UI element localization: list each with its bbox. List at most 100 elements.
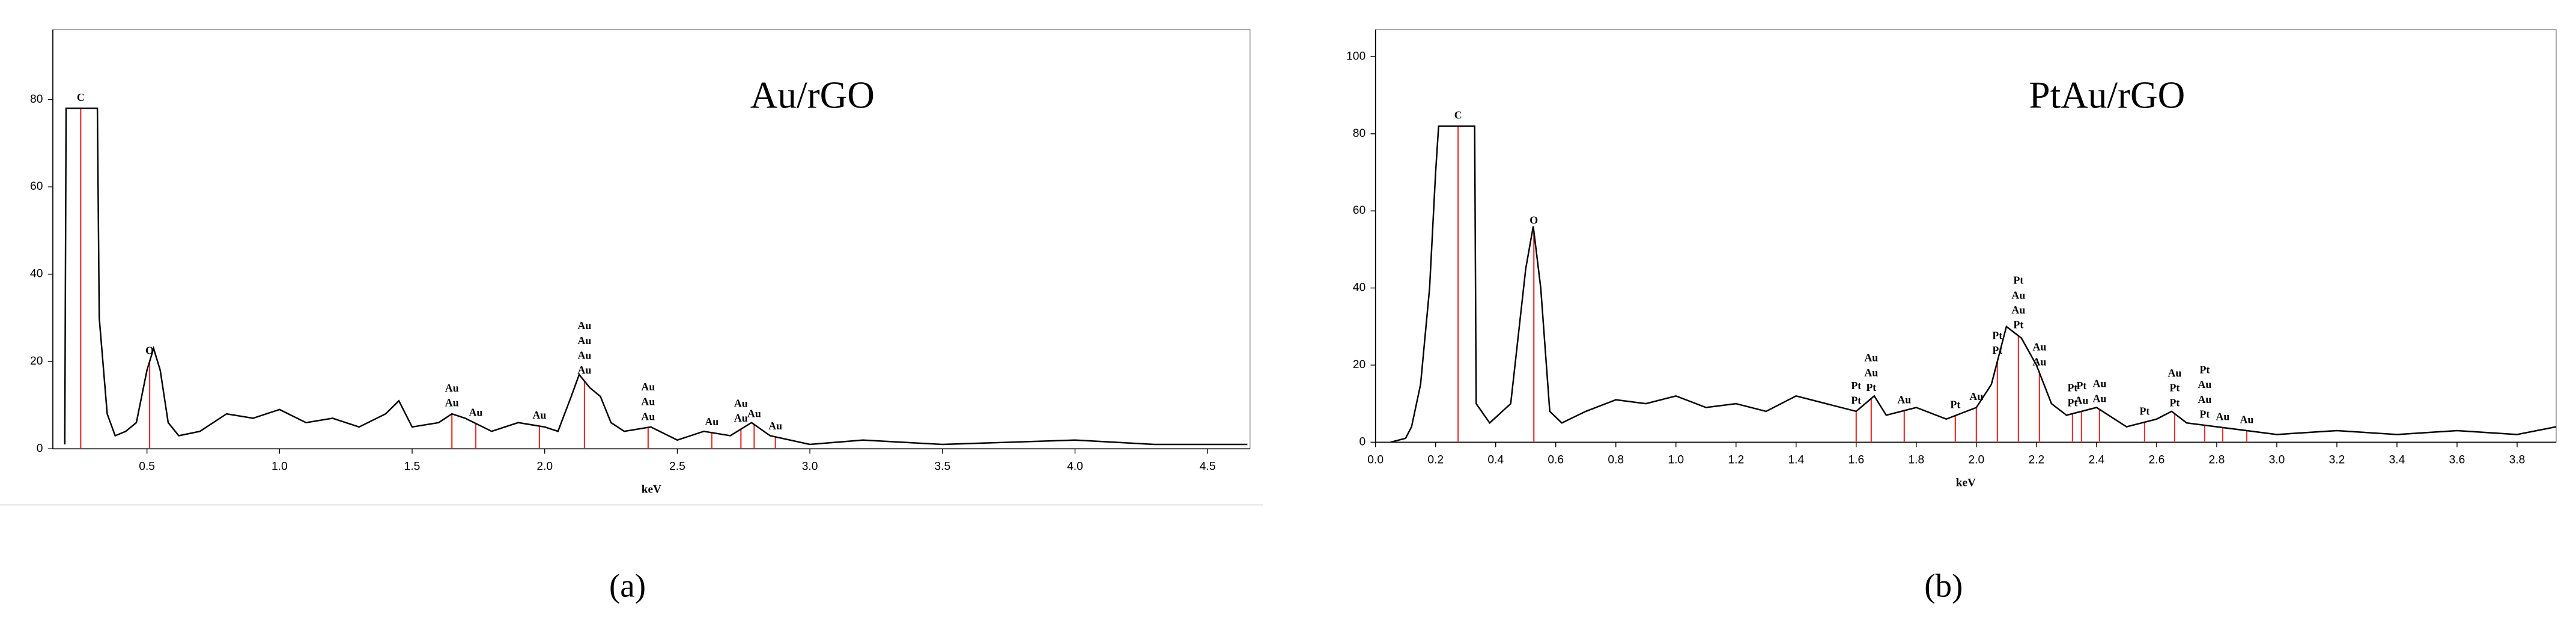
y-tick-label: 80 (1353, 127, 1365, 140)
peak-label: Au (445, 397, 459, 409)
peak-label: Pt (2013, 319, 2023, 331)
x-tick-label: 2.8 (2209, 454, 2225, 467)
peak-label: Au (532, 409, 546, 421)
peak-label: Pt (2169, 382, 2180, 394)
peak-label: Pt (2169, 396, 2180, 408)
x-tick-label: 0.8 (1608, 454, 1624, 467)
peak-label: Au (2011, 304, 2025, 316)
peak-label: Au (445, 382, 459, 394)
peak-label: C (1454, 109, 1462, 121)
x-tick-label: 3.2 (2329, 454, 2345, 467)
peak-label: Pt (1851, 380, 1861, 392)
y-tick-label: 0 (1359, 435, 1365, 448)
peak-label: Au (1897, 393, 1911, 405)
x-tick-label: 2.5 (669, 461, 685, 473)
x-tick-label: 0.2 (1427, 454, 1444, 467)
peak-label: Au (1864, 366, 1878, 378)
peak-label: Au (734, 397, 748, 409)
peak-label: C (77, 91, 85, 103)
spectrum-line (1390, 125, 2557, 443)
peak-label: Pt (2013, 274, 2023, 286)
y-tick-label: 60 (30, 180, 43, 193)
x-tick-label: 0.0 (1367, 454, 1384, 467)
y-tick-label: 100 (1346, 50, 1365, 62)
peak-label: Pt (2076, 380, 2086, 392)
peak-label: Au (1864, 352, 1878, 364)
y-tick-label: 60 (1353, 204, 1365, 217)
peak-label: Au (641, 396, 655, 408)
peak-label: Au (768, 420, 782, 432)
panel-label: (a) (609, 567, 646, 604)
peak-label: Pt (2199, 363, 2210, 375)
peak-label: Au (1969, 390, 1983, 402)
x-tick-label: 2.2 (2029, 454, 2045, 467)
peak-label: Au (577, 364, 591, 376)
peak-label: Au (2198, 378, 2211, 390)
peak-label: Au (2092, 378, 2106, 390)
x-tick-label: 4.0 (1067, 461, 1083, 473)
panel-label: (b) (1924, 567, 1963, 604)
y-tick-label: 40 (1353, 282, 1365, 294)
x-tick-label: 0.5 (139, 461, 155, 473)
peak-label: O (1530, 214, 1538, 226)
x-tick-label: 4.5 (1200, 461, 1216, 473)
peak-label: Pt (1866, 381, 1876, 393)
peak-label: Au (2092, 392, 2106, 404)
peak-label: Au (577, 349, 591, 361)
peak-label: Au (469, 407, 483, 419)
peak-label: Au (705, 416, 718, 428)
peak-label: Au (577, 335, 591, 347)
x-axis-label: keV (1956, 476, 1976, 489)
x-tick-label: 2.0 (536, 461, 553, 473)
peak-label: Au (577, 320, 591, 332)
peak-label: Au (2074, 395, 2088, 407)
peak-label: Pt (1851, 395, 1861, 407)
chart-title: Au/rGO (750, 74, 875, 116)
x-tick-label: 1.4 (1788, 454, 1804, 467)
x-axis-label: keV (642, 483, 661, 495)
peak-label: Pt (2067, 382, 2077, 394)
x-tick-label: 0.4 (1487, 454, 1504, 467)
x-tick-label: 0.6 (1548, 454, 1564, 467)
peak-label: Au (2167, 367, 2181, 379)
x-tick-label: 3.5 (934, 461, 950, 473)
x-tick-label: 2.4 (2089, 454, 2105, 467)
peak-label: Au (2032, 341, 2046, 353)
x-tick-label: 1.2 (1728, 454, 1744, 467)
x-tick-label: 3.0 (2269, 454, 2285, 467)
x-tick-label: 3.0 (802, 461, 818, 473)
peak-label: Au (641, 410, 655, 422)
peak-label: Pt (1950, 399, 1960, 411)
x-tick-label: 1.6 (1848, 454, 1864, 467)
y-tick-label: 20 (1353, 359, 1365, 371)
plot-frame (1375, 29, 2557, 443)
y-tick-label: 40 (30, 268, 43, 280)
x-tick-label: 2.0 (1968, 454, 1984, 467)
x-tick-label: 3.8 (2509, 454, 2526, 467)
x-tick-label: 1.8 (1908, 454, 1924, 467)
spectrum-line (64, 108, 1248, 446)
x-tick-label: 1.0 (1668, 454, 1684, 467)
peak-label: Au (2198, 393, 2211, 405)
x-tick-label: 3.6 (2449, 454, 2465, 467)
peak-label: Au (2011, 289, 2025, 301)
peak-label: Au (2240, 414, 2254, 426)
peak-label: Pt (2199, 408, 2210, 420)
x-tick-label: 1.0 (272, 461, 288, 473)
peak-label: Pt (1992, 329, 2002, 341)
chart-title: PtAu/rGO (2029, 74, 2185, 116)
peak-label: Pt (2139, 405, 2149, 417)
peak-label: Au (734, 412, 748, 424)
x-tick-label: 1.5 (404, 461, 421, 473)
peak-label: Pt (2067, 396, 2077, 408)
y-tick-label: 0 (37, 442, 43, 455)
peak-label: Au (747, 407, 761, 419)
y-tick-label: 20 (30, 355, 43, 368)
y-tick-label: 80 (30, 93, 43, 106)
x-tick-label: 2.6 (2149, 454, 2165, 467)
peak-label: Au (641, 381, 655, 393)
x-tick-label: 3.4 (2389, 454, 2405, 467)
peak-label: Au (2216, 411, 2229, 423)
